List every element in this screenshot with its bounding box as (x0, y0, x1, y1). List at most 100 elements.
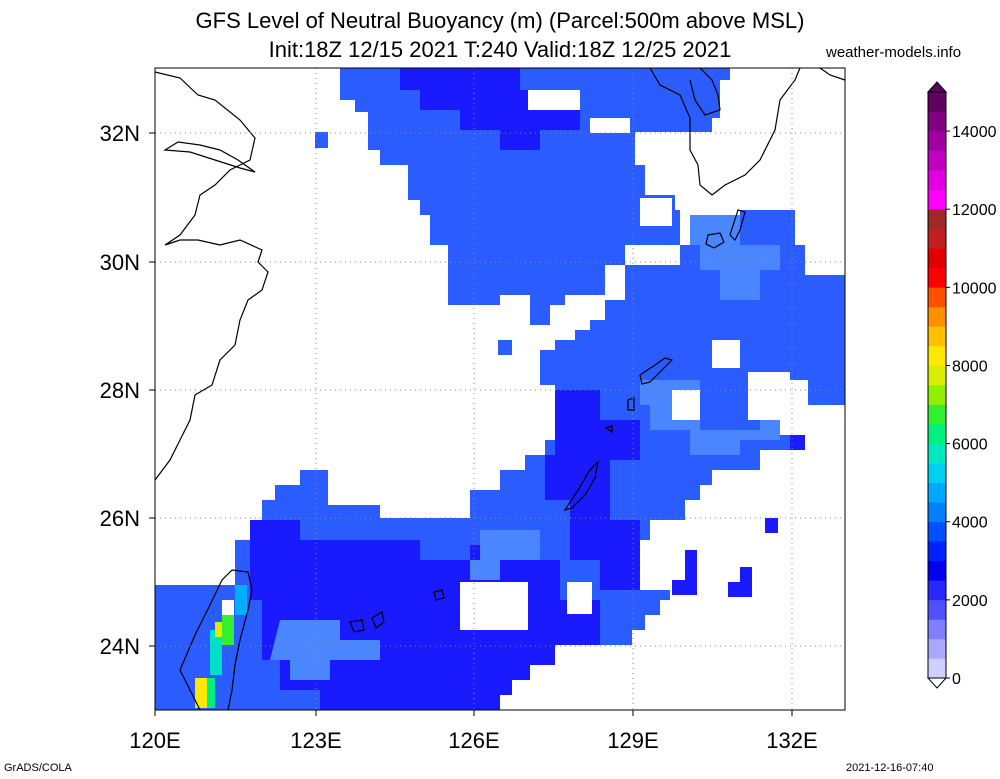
field-north (340, 68, 730, 325)
colorbar-label: 12000 (952, 202, 997, 219)
field-gap-7 (528, 90, 580, 110)
yakushima (705, 232, 725, 249)
colorbar-segment (928, 599, 946, 620)
colorbar-segment (928, 502, 946, 523)
colorbar-segment (928, 131, 946, 151)
field-high-1 (195, 678, 207, 708)
field-high-6 (235, 585, 247, 615)
lat-label: 30N (100, 250, 140, 275)
colorbar-segment (928, 560, 946, 581)
colorbar-label: 4000 (952, 515, 988, 532)
lat-label: 32N (100, 121, 140, 146)
colorbar-frame (927, 91, 947, 679)
okinoerabu (604, 425, 613, 434)
field-high-2 (207, 678, 215, 708)
colorbar-segment (928, 658, 946, 679)
colorbar-segment (928, 580, 946, 601)
field-light-4 (270, 620, 380, 680)
field-high-3 (210, 630, 222, 675)
amami-oshima (639, 357, 674, 385)
lon-label: 129E (607, 728, 658, 753)
field-dark-3 (400, 68, 580, 150)
colorbar-label: 14000 (952, 124, 997, 141)
field-gap-6 (640, 198, 672, 226)
graticule (155, 68, 845, 710)
field-high-5 (222, 615, 234, 645)
okinawa (563, 460, 599, 512)
japan-east-coast (819, 67, 846, 81)
field-gap-3 (672, 390, 700, 420)
buoyancy-field (155, 68, 845, 710)
colorbar-segment (928, 150, 946, 171)
field-gap-1 (460, 582, 528, 630)
field-light-3 (470, 530, 540, 580)
colorbar-segment (928, 482, 946, 503)
lon-label: 123E (290, 728, 341, 753)
colorbar-label: 10000 (952, 280, 997, 297)
colorbar-segment (928, 443, 946, 464)
lat-label: 28N (100, 378, 140, 403)
colorbar-segment (928, 365, 946, 386)
lat-label: 26N (100, 506, 140, 531)
lon-label: 132E (766, 728, 817, 753)
field-dark-2 (545, 390, 640, 590)
colorbar-segment (928, 228, 946, 249)
korea-coast (689, 67, 721, 116)
field-cell-6 (685, 550, 697, 582)
field-gap-4 (748, 372, 790, 420)
field-cell-1 (315, 132, 328, 148)
lat-label: 24N (100, 634, 140, 659)
colorbar-segment (928, 638, 946, 659)
map-title-line2: Init:18Z 12/15 2021 T:240 Valid:18Z 12/2… (268, 37, 732, 62)
field-dark-1 (250, 520, 600, 710)
field-cell-4 (728, 582, 752, 597)
map-title-line1: GFS Level of Neutral Buoyancy (m) (Parce… (195, 8, 805, 33)
field-cell-2 (498, 340, 512, 355)
colorbar-min-arrow (926, 677, 948, 689)
colorbar-segment (928, 287, 946, 308)
yangtze-estuary (163, 141, 256, 173)
colorbar-label: 6000 (952, 437, 988, 454)
field-cell-8 (790, 435, 805, 450)
colorbar-segment (928, 463, 946, 483)
field-gap-5 (712, 340, 740, 368)
colorbar-segment (928, 404, 946, 425)
lon-label: 126E (448, 728, 499, 753)
plot-frame (154, 67, 846, 711)
colorbar-segment (928, 248, 946, 269)
field-gap-10 (700, 555, 728, 595)
site-label: weather-models.info (826, 44, 962, 61)
field-gap-2 (567, 582, 592, 614)
colorbar-segment (928, 209, 946, 230)
colorbar-segment (928, 619, 946, 640)
colorbar-segment (928, 267, 946, 288)
colorbar-segment (928, 306, 946, 327)
field-cell-3 (765, 518, 778, 533)
colorbar-label: 2000 (952, 593, 988, 610)
colorbar-segment (928, 385, 946, 405)
colorbar-segment (928, 345, 946, 366)
colorbar-segment (928, 92, 946, 112)
coastlines (154, 67, 846, 711)
miyako (433, 589, 445, 601)
colorbar-segment (928, 424, 946, 444)
tokuno (627, 397, 635, 411)
credit-label: GrADS/COLA (4, 762, 72, 774)
colorbar-segment (928, 521, 946, 542)
axis-labels: 120E 123E 126E 129E 132E 24N 26N 28N 30N 32N (100, 121, 818, 753)
iriomote (349, 619, 365, 633)
colorbar-segment (928, 541, 946, 562)
colorbar-segment (928, 326, 946, 347)
colorbar-max-arrow (926, 81, 948, 93)
field-gap-tw (222, 600, 234, 615)
colorbar-label: 0 (952, 671, 961, 688)
field-gap-8 (590, 118, 630, 133)
lon-label: 120E (129, 728, 180, 753)
field-cell-7 (672, 580, 697, 595)
field-cell-5 (740, 567, 752, 582)
colorbar-segment (928, 189, 946, 210)
taiwan-coast (179, 569, 253, 711)
timestamp-label: 2021-12-16-07:40 (846, 762, 934, 774)
colorbar: 0 2000 4000 6000 8000 10000 12000 14000 (926, 81, 997, 689)
